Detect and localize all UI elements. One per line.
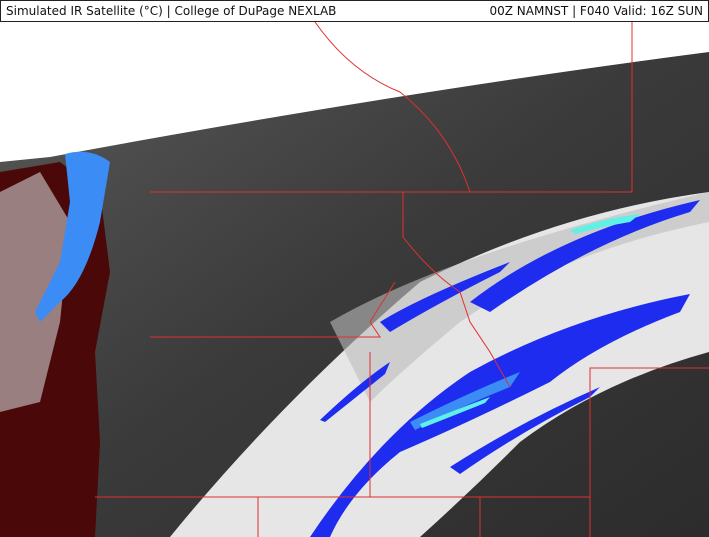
coastal-cold-tops: [35, 151, 110, 322]
product-title: Simulated IR Satellite (°C) | College of…: [6, 4, 337, 18]
cold-top-band-north-inner: [570, 214, 640, 234]
cold-top-band-north: [470, 200, 700, 312]
model-run-info: 00Z NAMNST | F040 Valid: 16Z SUN: [489, 4, 703, 18]
satellite-map: [0, 22, 709, 537]
cold-top-band-east: [320, 362, 390, 422]
cloud-band-gray: [330, 192, 709, 402]
no-data-region: [0, 22, 709, 162]
cold-top-band-main-core: [420, 397, 490, 428]
coastal-clouds: [0, 172, 70, 412]
cold-top-band-west: [380, 262, 510, 332]
state-borders: [95, 22, 709, 537]
cloud-band: [170, 192, 709, 537]
border-line: [95, 22, 709, 537]
cold-top-band-main-inner: [410, 372, 520, 430]
cold-top-band-main: [310, 294, 690, 537]
cold-top-band-south: [450, 387, 600, 474]
map-header: Simulated IR Satellite (°C) | College of…: [0, 0, 709, 22]
